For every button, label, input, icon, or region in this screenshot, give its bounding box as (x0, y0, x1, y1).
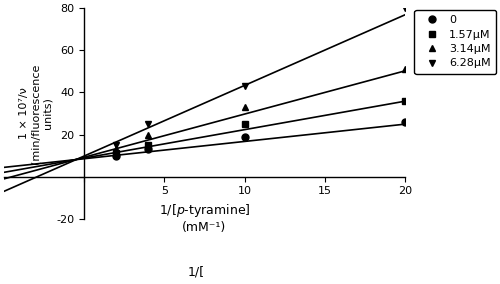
6.28μM (146, 122, 152, 126)
1.57μM (146, 143, 152, 147)
3.14μM (402, 68, 408, 71)
X-axis label: 1/[$\it{p}$-tyramine]
(mM⁻¹): 1/[$\it{p}$-tyramine] (mM⁻¹) (158, 202, 250, 234)
Line: 6.28μM: 6.28μM (113, 5, 408, 149)
3.14μM (146, 133, 152, 136)
1.57μM (114, 152, 119, 155)
6.28μM (242, 84, 248, 88)
Line: 3.14μM: 3.14μM (113, 66, 408, 153)
3.14μM (114, 147, 119, 151)
Y-axis label: 1 × 10⁷/ν
(min/fluorescence
units): 1 × 10⁷/ν (min/fluorescence units) (19, 63, 52, 164)
Legend: 0, 1.57μM, 3.14μM, 6.28μM: 0, 1.57μM, 3.14μM, 6.28μM (414, 9, 496, 74)
0 (146, 147, 152, 151)
0 (114, 154, 119, 157)
6.28μM (114, 143, 119, 147)
Line: 0: 0 (113, 118, 408, 159)
1.57μM (402, 99, 408, 103)
0 (402, 120, 408, 124)
3.14μM (242, 105, 248, 109)
Line: 1.57μM: 1.57μM (113, 97, 408, 157)
1.57μM (242, 122, 248, 126)
0 (242, 135, 248, 138)
Text: 1/[: 1/[ (188, 265, 204, 278)
6.28μM (402, 7, 408, 10)
